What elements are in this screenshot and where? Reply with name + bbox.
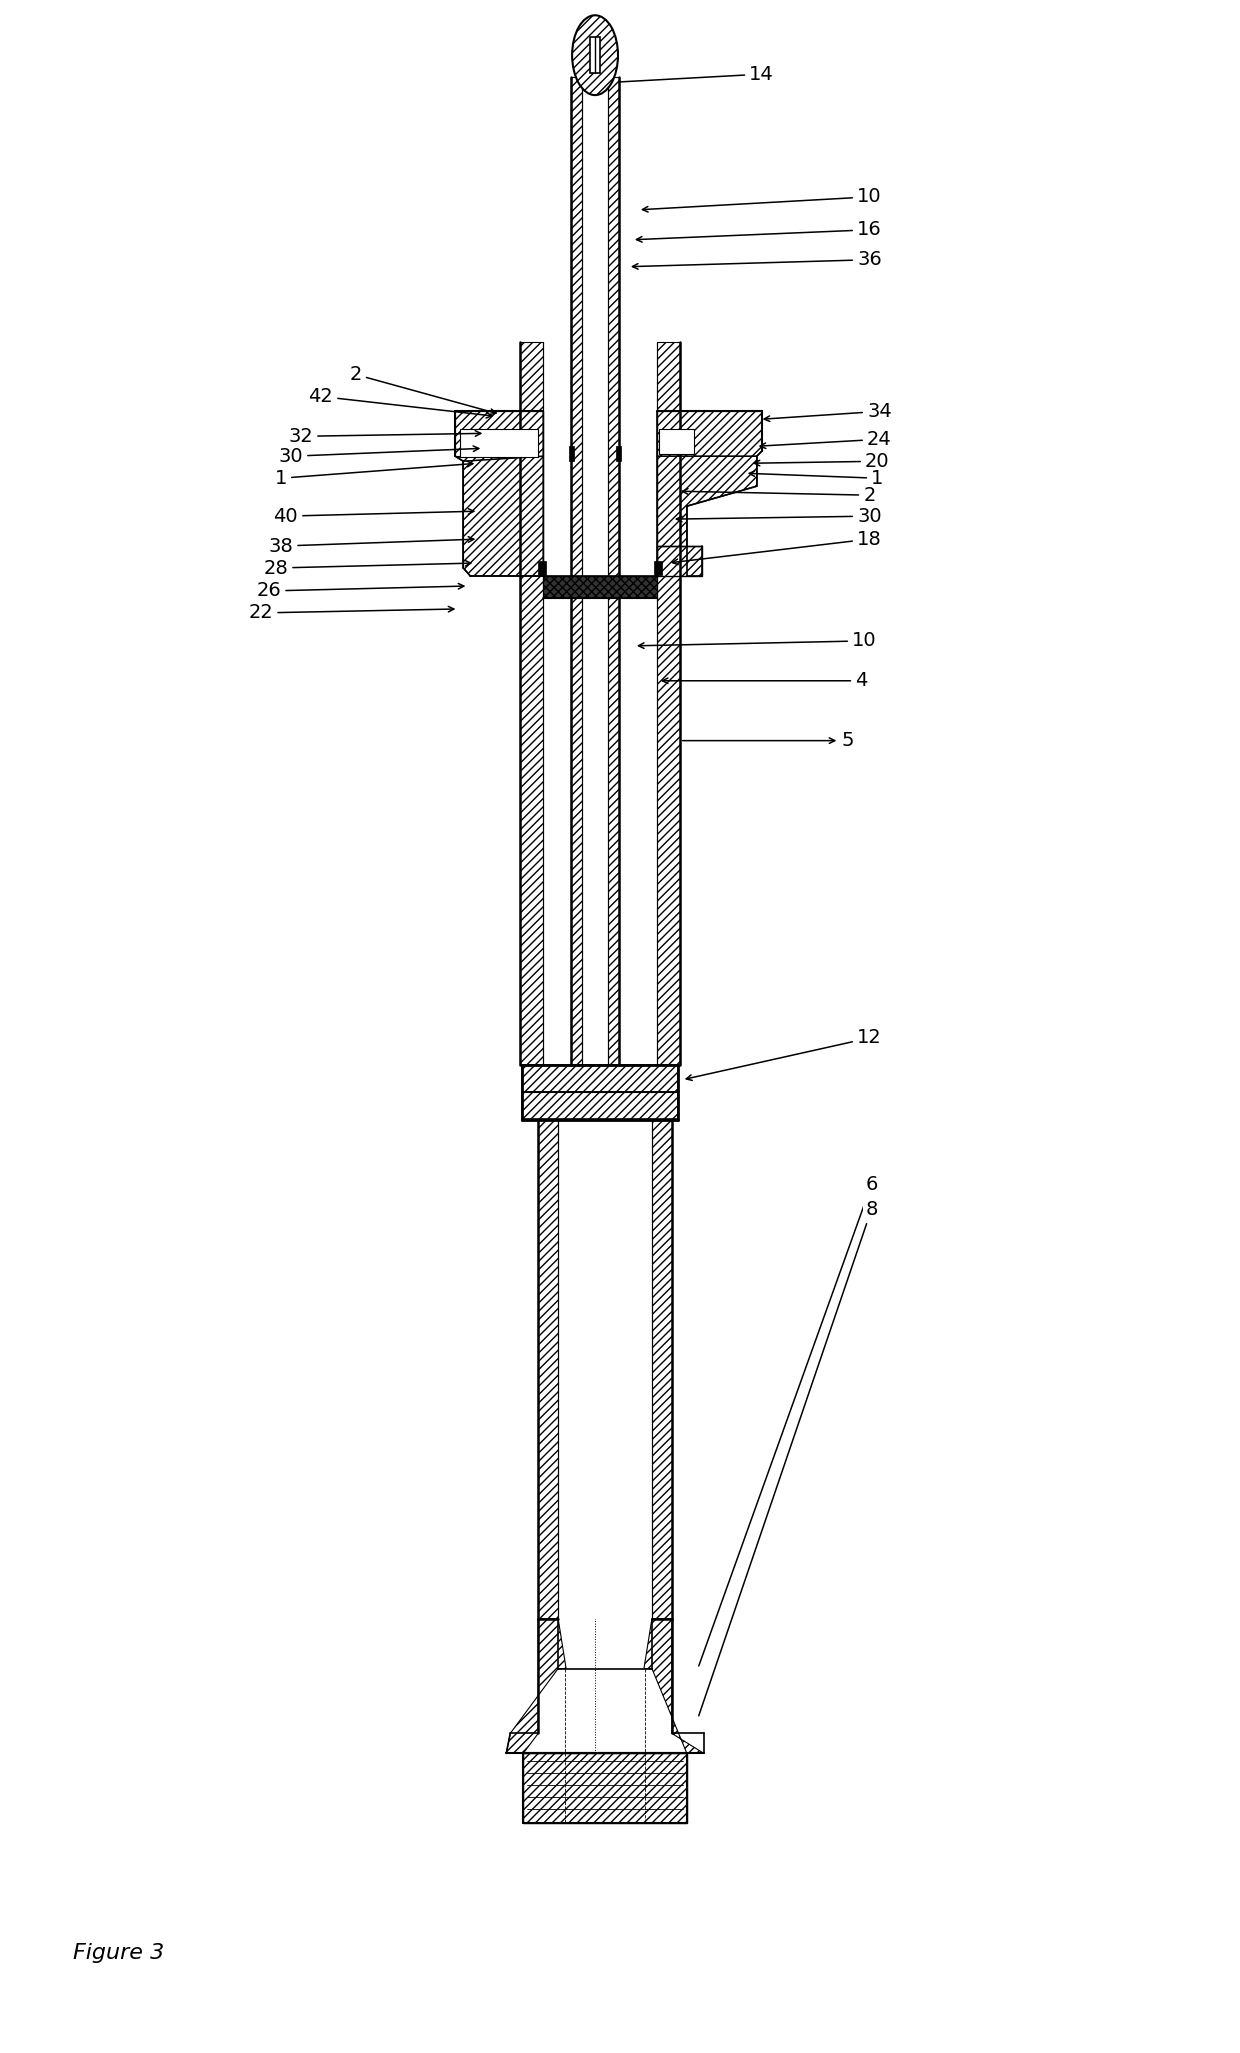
Text: 30: 30 [279, 446, 479, 466]
Bar [658, 429, 694, 454]
Text: 6: 6 [699, 1174, 878, 1665]
Text: 4: 4 [662, 671, 868, 690]
Bar [590, 37, 600, 74]
Text: 1: 1 [749, 468, 884, 489]
Bar [538, 1119, 558, 1618]
Bar [522, 1092, 678, 1119]
Text: 2: 2 [350, 365, 496, 415]
Bar [522, 1066, 678, 1092]
Text: 42: 42 [309, 386, 492, 419]
Text: 1: 1 [274, 462, 472, 489]
Text: 32: 32 [289, 427, 481, 446]
Text: Figure 3: Figure 3 [73, 1942, 165, 1963]
Text: 12: 12 [686, 1029, 882, 1080]
Text: 26: 26 [257, 581, 464, 599]
Text: 16: 16 [636, 220, 882, 242]
Text: 18: 18 [672, 530, 882, 565]
Bar [652, 1119, 672, 1618]
Bar [572, 78, 582, 1066]
Text: 38: 38 [268, 536, 474, 556]
Bar [543, 577, 657, 597]
Text: 34: 34 [764, 402, 892, 421]
Bar [608, 78, 619, 1066]
Text: 24: 24 [760, 429, 892, 450]
Bar [558, 1119, 652, 1618]
Bar [569, 446, 574, 462]
Bar [582, 78, 608, 1066]
Text: 5: 5 [683, 731, 853, 749]
Bar [460, 429, 538, 458]
Bar [657, 341, 680, 1066]
Text: 40: 40 [274, 507, 474, 526]
Bar [538, 560, 546, 575]
Text: 22: 22 [248, 604, 454, 622]
Text: 28: 28 [263, 558, 471, 577]
Text: 10: 10 [639, 632, 877, 651]
Bar [523, 1753, 687, 1823]
Bar [521, 341, 543, 1066]
Bar [653, 560, 662, 575]
Polygon shape [464, 456, 543, 577]
Polygon shape [657, 456, 756, 577]
Text: 30: 30 [676, 507, 882, 526]
Bar [616, 446, 621, 462]
Text: 8: 8 [698, 1201, 878, 1716]
Text: 20: 20 [754, 452, 890, 470]
Ellipse shape [572, 14, 618, 94]
Polygon shape [455, 411, 543, 462]
Text: 2: 2 [682, 487, 875, 505]
Polygon shape [657, 411, 761, 456]
Polygon shape [644, 1618, 704, 1753]
Text: 14: 14 [619, 64, 774, 84]
Text: 10: 10 [642, 187, 882, 211]
Polygon shape [657, 546, 702, 577]
Polygon shape [506, 1618, 567, 1753]
Bar [543, 341, 657, 1066]
Text: 36: 36 [632, 250, 882, 269]
